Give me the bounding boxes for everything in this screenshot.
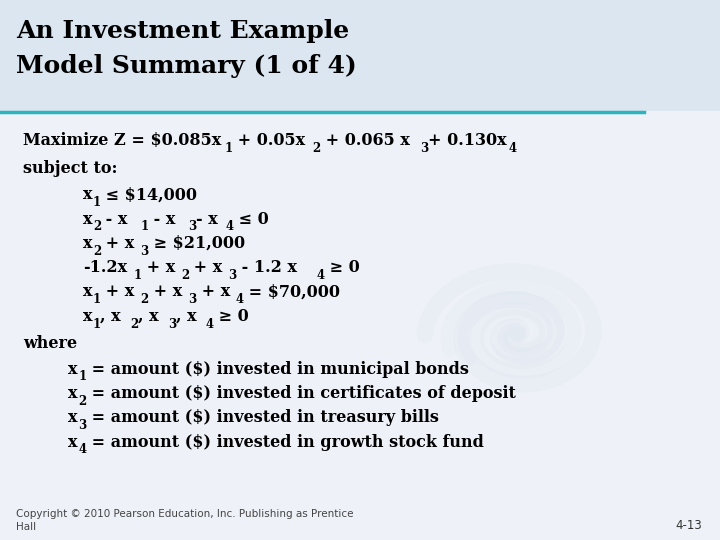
Text: = amount ($) invested in growth stock fund: = amount ($) invested in growth stock fu…: [86, 434, 484, 450]
Text: 4: 4: [316, 269, 325, 282]
Text: 2: 2: [312, 142, 320, 155]
Text: 2: 2: [93, 220, 101, 233]
Text: 1: 1: [225, 142, 233, 155]
Text: Hall: Hall: [16, 522, 36, 532]
Text: - x: - x: [196, 211, 217, 227]
Text: 3: 3: [420, 142, 428, 155]
Text: 2: 2: [181, 269, 189, 282]
Text: 3: 3: [78, 419, 86, 432]
Text: + x: + x: [100, 235, 135, 252]
Text: 1: 1: [140, 220, 148, 233]
Text: + 0.130x: + 0.130x: [428, 132, 506, 149]
Text: 1: 1: [93, 318, 101, 330]
FancyBboxPatch shape: [0, 0, 720, 111]
Text: 3: 3: [188, 220, 197, 233]
Text: x: x: [68, 385, 78, 402]
Text: 1: 1: [93, 196, 101, 209]
Text: 2: 2: [78, 395, 86, 408]
Text: + 0.065 x: + 0.065 x: [320, 132, 410, 149]
Text: 4-13: 4-13: [675, 519, 702, 532]
Text: ≥ $21,000: ≥ $21,000: [148, 235, 245, 252]
Text: 4: 4: [508, 142, 516, 155]
Text: 3: 3: [188, 293, 197, 306]
Text: + x: + x: [100, 284, 135, 300]
Text: x: x: [83, 235, 92, 252]
Text: 3: 3: [168, 318, 176, 330]
Text: + x: + x: [196, 284, 230, 300]
Text: 4: 4: [206, 318, 214, 330]
Text: - x: - x: [148, 211, 176, 227]
Text: 1: 1: [93, 293, 101, 306]
Text: 1: 1: [133, 269, 141, 282]
Text: Maximize Z = $0.085x: Maximize Z = $0.085x: [23, 132, 221, 149]
Text: An Investment Example: An Investment Example: [16, 19, 349, 43]
Text: + x: + x: [148, 284, 182, 300]
Text: 3: 3: [140, 245, 149, 258]
Text: 4: 4: [236, 293, 244, 306]
Text: x: x: [68, 434, 78, 450]
Text: + x: + x: [140, 259, 175, 276]
Text: -1.2x: -1.2x: [83, 259, 127, 276]
Text: ≥ 0: ≥ 0: [213, 308, 249, 325]
Text: x: x: [83, 211, 92, 227]
Text: Model Summary (1 of 4): Model Summary (1 of 4): [16, 54, 356, 78]
Text: 2: 2: [140, 293, 149, 306]
Text: where: where: [23, 335, 77, 352]
Text: x: x: [68, 409, 78, 426]
Text: + 0.05x: + 0.05x: [232, 132, 305, 149]
Text: = $70,000: = $70,000: [243, 284, 341, 300]
Text: 2: 2: [93, 245, 101, 258]
Text: x: x: [83, 186, 92, 203]
Text: 4: 4: [78, 443, 86, 456]
Text: x: x: [68, 361, 78, 377]
Text: 3: 3: [228, 269, 237, 282]
Text: 2: 2: [130, 318, 139, 330]
Text: 1: 1: [78, 370, 86, 383]
Text: ≤ 0: ≤ 0: [233, 211, 269, 227]
Text: x: x: [83, 284, 92, 300]
Text: ≤ $14,000: ≤ $14,000: [100, 186, 197, 203]
Text: = amount ($) invested in certificates of deposit: = amount ($) invested in certificates of…: [86, 385, 516, 402]
Text: = amount ($) invested in municipal bonds: = amount ($) invested in municipal bonds: [86, 361, 469, 377]
Text: + x: + x: [188, 259, 222, 276]
Text: - x: - x: [100, 211, 127, 227]
Text: , x: , x: [100, 308, 121, 325]
Text: subject to:: subject to:: [23, 160, 117, 177]
Text: , x: , x: [176, 308, 196, 325]
Text: = amount ($) invested in treasury bills: = amount ($) invested in treasury bills: [86, 409, 438, 426]
Text: Copyright © 2010 Pearson Education, Inc. Publishing as Prentice: Copyright © 2010 Pearson Education, Inc.…: [16, 509, 354, 519]
Text: , x: , x: [138, 308, 158, 325]
Text: x: x: [83, 308, 92, 325]
Text: 4: 4: [226, 220, 234, 233]
Text: - 1.2 x: - 1.2 x: [236, 259, 297, 276]
Text: ≥ 0: ≥ 0: [324, 259, 359, 276]
